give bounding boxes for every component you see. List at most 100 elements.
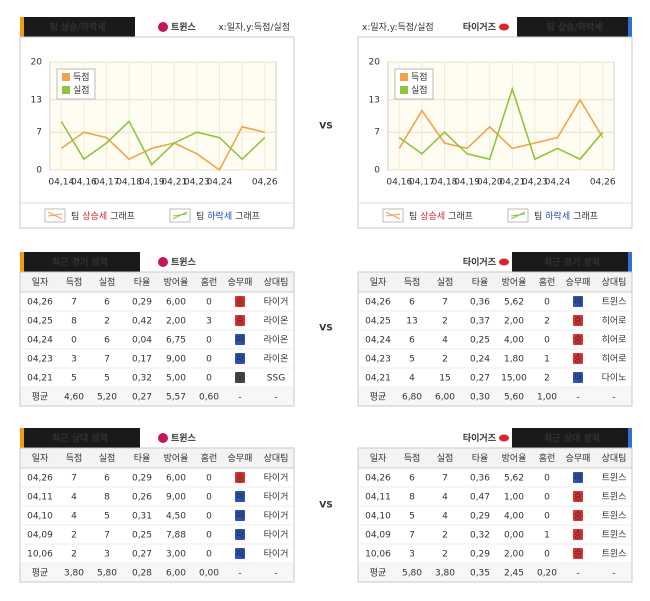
cell: 2 bbox=[544, 317, 550, 327]
cell: 2,00 bbox=[504, 317, 524, 327]
cell: 15 bbox=[439, 374, 450, 384]
cell: 13 bbox=[406, 317, 417, 327]
footer-part: 하락세 bbox=[545, 210, 570, 222]
result-text: 승 bbox=[574, 549, 582, 560]
cell: 0,42 bbox=[132, 317, 152, 327]
series-line bbox=[398, 86, 604, 161]
header-tab bbox=[512, 252, 632, 272]
avg-row bbox=[20, 563, 294, 582]
cell: 평균 bbox=[32, 392, 49, 403]
cell: 0 bbox=[544, 298, 550, 308]
result-badge bbox=[235, 529, 245, 540]
header-title: 팀 상승/하락세 bbox=[546, 21, 602, 33]
column-header: 홈런 bbox=[201, 452, 218, 464]
column-header: 타율 bbox=[472, 277, 489, 288]
legend-label: 실점 bbox=[411, 84, 428, 96]
cell: 3,00 bbox=[166, 550, 186, 560]
footer-part: 상승세 bbox=[82, 211, 107, 222]
cell: 04,10 bbox=[27, 512, 53, 522]
result-text: 패 bbox=[236, 549, 244, 560]
cell: 0 bbox=[544, 493, 550, 503]
cell: 1,00 bbox=[504, 493, 524, 503]
cell: 5 bbox=[409, 512, 415, 522]
result-text: 승 bbox=[574, 335, 582, 346]
cell: 평균 bbox=[370, 568, 387, 579]
cell: 6 bbox=[104, 336, 110, 346]
column-header: 실점 bbox=[99, 452, 116, 464]
header-tab bbox=[517, 17, 632, 37]
cell: 5,00 bbox=[166, 374, 186, 384]
cell: 트윈스 bbox=[602, 492, 627, 503]
column-header: 승무패 bbox=[566, 453, 591, 464]
cell: 4,60 bbox=[64, 393, 84, 403]
cell: 4,50 bbox=[166, 512, 186, 522]
result-badge bbox=[235, 491, 245, 502]
cell: 5 bbox=[71, 374, 77, 384]
y-tick-label: 13 bbox=[369, 95, 380, 105]
cell: 0,24 bbox=[470, 355, 490, 365]
cell: 5,62 bbox=[504, 474, 524, 484]
cell: 2 bbox=[544, 374, 550, 384]
cell: 04,26 bbox=[27, 298, 53, 308]
cell: 04,26 bbox=[27, 474, 53, 484]
cell: 2 bbox=[442, 550, 448, 560]
column-header: 방어율 bbox=[502, 277, 527, 288]
cell: 2 bbox=[442, 531, 448, 541]
cell: 2 bbox=[442, 355, 448, 365]
cell: 타이거 bbox=[264, 511, 289, 522]
x-tick-label: 04,21 bbox=[161, 178, 187, 188]
cell: 10,06 bbox=[365, 550, 391, 560]
legend-swatch bbox=[400, 73, 408, 81]
avg-row bbox=[20, 387, 294, 406]
cell: 0,17 bbox=[132, 355, 152, 365]
cell: 04,21 bbox=[365, 374, 391, 384]
vs-label: VS bbox=[319, 122, 332, 132]
footer-text: 팀 상승세 그래프 bbox=[71, 210, 135, 222]
cell: 8 bbox=[71, 317, 77, 327]
cell: 04,26 bbox=[365, 474, 391, 484]
cell: 0,04 bbox=[132, 336, 152, 346]
cell: 8 bbox=[409, 493, 415, 503]
cell: 8 bbox=[104, 493, 110, 503]
cell: 7 bbox=[104, 355, 110, 365]
cell: 6 bbox=[409, 298, 415, 308]
cell: 5,57 bbox=[166, 393, 186, 403]
cell: - bbox=[238, 569, 241, 579]
cell: 6 bbox=[409, 474, 415, 484]
column-header: 득점 bbox=[404, 276, 421, 288]
column-header: 득점 bbox=[66, 452, 83, 464]
cell: 트윈스 bbox=[602, 511, 627, 522]
x-tick-label: 04,20 bbox=[477, 178, 503, 188]
cell: 0,36 bbox=[470, 298, 490, 308]
header-title: 최근 상대 성적 bbox=[52, 432, 108, 444]
footer-icon-lines bbox=[47, 211, 63, 220]
cell: 0 bbox=[206, 550, 212, 560]
cell: 평균 bbox=[370, 392, 387, 403]
column-header: 상대팀 bbox=[602, 276, 627, 288]
x-tick-label: 04,19 bbox=[454, 178, 480, 188]
y-tick-label: 20 bbox=[369, 58, 381, 68]
result-text: 패 bbox=[236, 492, 244, 503]
result-text: 패 bbox=[574, 473, 582, 484]
cell: 6 bbox=[104, 474, 110, 484]
series-line bbox=[60, 120, 266, 166]
header-stripe bbox=[628, 17, 632, 37]
team-icon bbox=[499, 23, 509, 31]
result-text: 승 bbox=[236, 297, 244, 308]
cell: 2 bbox=[71, 531, 77, 541]
cell: 0 bbox=[206, 336, 212, 346]
result-text: 패 bbox=[574, 373, 582, 384]
legend-label: 득점 bbox=[411, 71, 428, 83]
cell: 3,80 bbox=[435, 569, 455, 579]
cell: 5 bbox=[104, 512, 110, 522]
cell: 0,31 bbox=[132, 512, 152, 522]
cell: 04,24 bbox=[365, 336, 391, 346]
result-badge bbox=[573, 315, 583, 326]
result-badge bbox=[573, 472, 583, 483]
table-box bbox=[19, 271, 295, 407]
cell: 5,62 bbox=[504, 298, 524, 308]
table-box bbox=[19, 447, 295, 583]
cell: 04,10 bbox=[365, 512, 391, 522]
footer-part: 그래프 bbox=[448, 211, 473, 222]
cell: 0,32 bbox=[470, 531, 490, 541]
